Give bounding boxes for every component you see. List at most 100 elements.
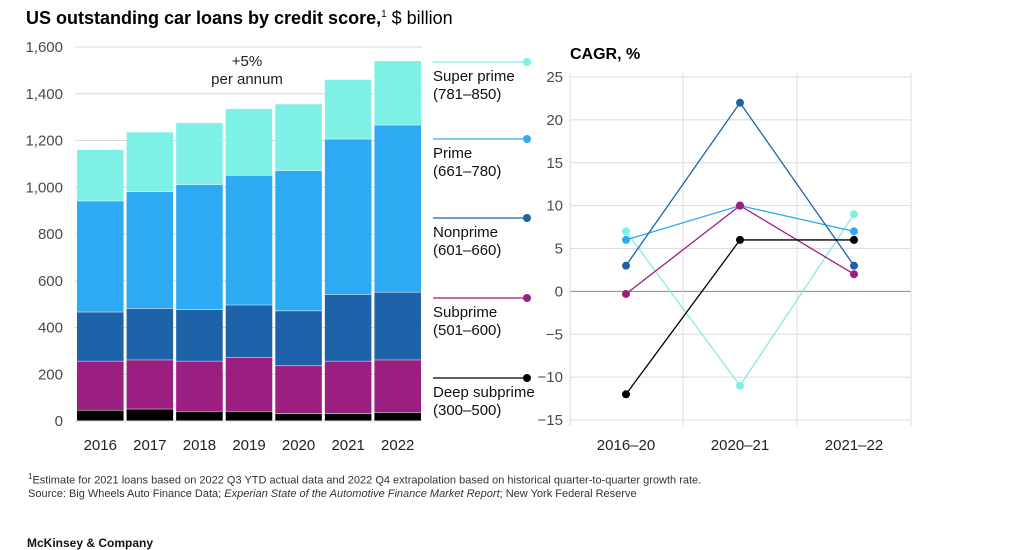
cagr-x-tick-label: 2020–21: [711, 437, 769, 454]
bar-segment-prime: [176, 184, 223, 310]
legend-dot-nonprime: [523, 214, 531, 222]
bar-segment-prime: [77, 201, 124, 312]
cagr-point-super_prime: [850, 210, 858, 219]
cagr-point-subprime: [736, 201, 744, 210]
growth-annotation-line1: +5%: [232, 53, 262, 70]
chart-title-main: US outstanding car loans by credit score…: [26, 8, 382, 28]
bar-y-tick-label: 1,400: [25, 86, 63, 103]
source-suffix: ; New York Federal Reserve: [499, 488, 637, 500]
bar-x-tick-label: 2018: [183, 437, 216, 454]
bar-x-tick-label: 2022: [381, 437, 414, 454]
cagr-point-nonprime: [850, 261, 858, 270]
bar-x-tick-label: 2019: [232, 437, 265, 454]
bar-segment-super_prime: [77, 149, 124, 201]
cagr-y-tick-label: 20: [546, 112, 563, 129]
bar-segment-subprime: [176, 361, 223, 412]
bar-segment-deep_subprime: [275, 413, 322, 421]
bar-y-tick-label: 1,000: [25, 179, 63, 196]
footnote: 1Estimate for 2021 loans based on 2022 Q…: [28, 472, 701, 487]
footnote-marker: 1: [28, 472, 33, 481]
legend-label-super_prime: Super prime: [433, 68, 515, 85]
cagr-point-subprime: [622, 289, 630, 298]
legend-range-subprime: (501–600): [433, 322, 501, 339]
cagr-point-super_prime: [622, 227, 630, 236]
cagr-y-tick-label: 15: [546, 155, 563, 172]
legend: Super prime(781–850) Prime(661–780) Nonpri…: [433, 58, 535, 419]
bar-y-tick-label: 200: [38, 366, 63, 383]
legend-dot-prime: [523, 135, 531, 143]
legend-range-nonprime: (601–660): [433, 242, 501, 259]
bar-segment-prime: [275, 170, 322, 311]
cagr-point-deep_subprime: [622, 390, 630, 399]
legend-range-prime: (661–780): [433, 163, 501, 180]
bar-segment-nonprime: [126, 308, 174, 360]
cagr-point-super_prime: [736, 381, 744, 390]
cagr-point-deep_subprime: [736, 235, 744, 244]
bar-segment-super_prime: [126, 132, 174, 192]
cagr-point-prime: [622, 235, 630, 244]
bar-segment-deep_subprime: [324, 413, 372, 421]
bar-chart: 1,600 1,400 1,200 1,000 800 600 400 200 0 2016 201…: [25, 39, 422, 454]
source-prefix: Source: Big Wheels Auto Finance Data;: [28, 488, 225, 500]
bar-segment-prime: [126, 191, 174, 309]
legend-dot-deep_subprime: [523, 374, 531, 382]
bar-segment-nonprime: [324, 294, 372, 361]
source-italic: Experian State of the Automotive Finance…: [224, 488, 500, 500]
cagr-point-subprime: [850, 270, 858, 279]
cagr-y-tick-label: −5: [546, 326, 563, 343]
cagr-y-tick-label: −10: [538, 369, 563, 386]
bar-segment-super_prime: [176, 122, 223, 185]
bar-x-tick-label: 2016: [84, 437, 117, 454]
bar-segment-nonprime: [374, 292, 421, 360]
bar-segment-deep_subprime: [374, 412, 421, 421]
bar-segment-prime: [324, 139, 372, 295]
cagr-point-deep_subprime: [850, 235, 858, 244]
bar-segment-super_prime: [324, 79, 372, 139]
bar-segment-super_prime: [225, 108, 273, 176]
footnote-text: Estimate for 2021 loans based on 2022 Q3…: [32, 474, 702, 487]
bar-segment-subprime: [126, 360, 174, 409]
bar-y-tick-label: 0: [55, 413, 63, 430]
bar-segment-nonprime: [77, 312, 124, 361]
cagr-line-deep_subprime: [625, 239, 854, 395]
cagr-point-nonprime: [622, 261, 630, 270]
cagr-y-tick-label: 10: [546, 198, 563, 215]
bar-segment-subprime: [275, 366, 322, 414]
cagr-line-chart: CAGR, % 25 20 15 10 5 0 −5 −10 −15 2016–20 2020–21 2…: [538, 46, 912, 454]
legend-dot-subprime: [523, 294, 531, 302]
bar-x-tick-label: 2020: [282, 437, 315, 454]
bar-segment-deep_subprime: [225, 411, 273, 421]
bar-y-tick-label: 400: [38, 320, 63, 337]
bar-y-tick-label: 600: [38, 273, 63, 290]
legend-range-super_prime: (781–850): [433, 86, 501, 103]
bar-y-tick-label: 800: [38, 226, 63, 243]
bar-segment-nonprime: [176, 309, 223, 361]
brand-logo-text: McKinsey & Company: [27, 536, 154, 550]
cagr-y-tick-label: −15: [538, 412, 563, 429]
bar-segment-deep_subprime: [176, 411, 223, 421]
cagr-point-prime: [850, 227, 858, 236]
cagr-x-tick-label: 2021–22: [825, 437, 883, 454]
cagr-y-tick-label: 5: [555, 241, 563, 258]
legend-label-nonprime: Nonprime: [433, 224, 498, 241]
cagr-point-nonprime: [736, 98, 744, 107]
cagr-y-tick-label: 25: [546, 69, 563, 86]
source-note: Source: Big Wheels Auto Finance Data; Ex…: [28, 488, 637, 500]
bar-segment-nonprime: [225, 305, 273, 358]
cagr-line-subprime: [625, 204, 855, 295]
cagr-x-tick-label: 2016–20: [597, 437, 655, 454]
growth-annotation-line2: per annum: [211, 71, 283, 88]
bar-y-tick-label: 1,200: [25, 133, 63, 150]
bar-segment-super_prime: [275, 104, 322, 171]
chart-title: US outstanding car loans by credit score…: [26, 8, 453, 29]
legend-dot-super_prime: [523, 58, 531, 66]
chart-title-unit: $ billion: [386, 8, 453, 28]
legend-range-deep_subprime: (300–500): [433, 402, 501, 419]
bar-segment-subprime: [225, 357, 273, 412]
legend-label-subprime: Subprime: [433, 304, 497, 321]
bar-segment-prime: [225, 175, 273, 305]
bar-segment-deep_subprime: [77, 410, 124, 421]
cagr-line-prime: [625, 204, 855, 241]
bar-segment-subprime: [324, 361, 372, 414]
